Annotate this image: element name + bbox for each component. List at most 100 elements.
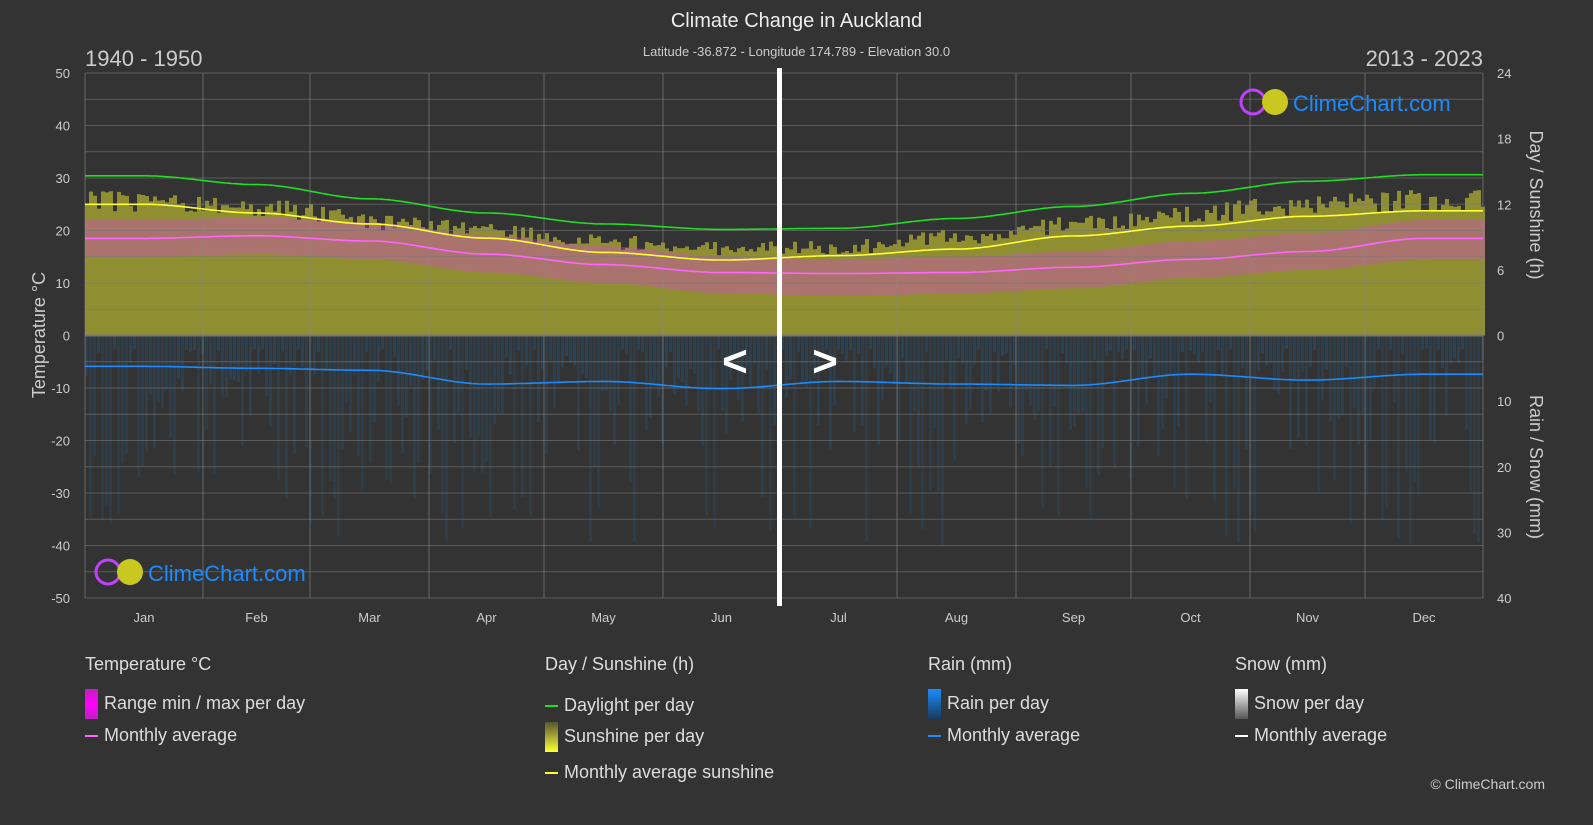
sunshine-bar xyxy=(585,243,589,336)
sunshine-bar xyxy=(293,205,297,336)
rain-bar xyxy=(1381,335,1384,521)
temp-range-bar xyxy=(1081,251,1085,289)
rain-bar xyxy=(901,335,904,358)
sunshine-bar xyxy=(621,249,625,336)
sunshine-bar xyxy=(673,246,677,336)
legend-title: Rain (mm) xyxy=(928,654,1012,674)
sunshine-bar xyxy=(1285,215,1289,336)
rain-bar xyxy=(169,335,172,438)
sunshine-bar xyxy=(1181,221,1185,336)
temp-range-bar xyxy=(697,255,701,293)
sunshine-bar xyxy=(689,249,693,336)
temp-range-bar xyxy=(941,256,945,294)
x-tick-sep: Sep xyxy=(1062,610,1085,625)
sunshine-bar xyxy=(237,207,241,336)
y-left-tick: -30 xyxy=(51,486,70,501)
rain-bar xyxy=(177,335,180,379)
sunshine-bar xyxy=(877,242,881,336)
rain-bar xyxy=(529,335,532,518)
temp-range-bar xyxy=(1137,245,1141,283)
sunshine-bar xyxy=(829,244,833,336)
rain-bar xyxy=(745,335,748,368)
sunshine-bar xyxy=(93,195,97,336)
rain-bar xyxy=(1229,335,1232,349)
sunshine-bar xyxy=(1445,199,1449,336)
temp-range-bar xyxy=(1357,228,1361,266)
sunshine-bar xyxy=(697,246,701,336)
y-right-top-tick: 24 xyxy=(1497,66,1511,81)
sunshine-bar xyxy=(1373,203,1377,336)
rain-bar xyxy=(949,335,952,390)
temp-range-bar xyxy=(933,257,937,294)
rain-bar xyxy=(713,335,716,528)
sunshine-bar xyxy=(657,245,661,336)
sunshine-bar xyxy=(441,220,445,336)
period-divider[interactable] xyxy=(777,68,782,606)
sunshine-bar xyxy=(685,246,689,336)
rain-bar xyxy=(1209,335,1212,403)
rain-bar xyxy=(1025,335,1028,392)
rain-bar xyxy=(509,335,512,375)
rain-bar xyxy=(285,335,288,499)
sunshine-bar xyxy=(949,238,953,336)
temp-range-bar xyxy=(817,259,821,296)
rain-bar xyxy=(233,335,236,380)
sunshine-bar xyxy=(169,197,173,336)
sunshine-bar xyxy=(725,246,729,336)
rain-bar xyxy=(401,335,404,454)
sunshine-bar xyxy=(977,243,981,336)
sunshine-bar xyxy=(177,204,181,336)
sunshine-bar xyxy=(225,205,229,336)
rain-bar xyxy=(677,335,680,379)
temp-range-bar xyxy=(1393,222,1397,262)
rain-bar xyxy=(601,335,604,392)
rain-bar xyxy=(629,335,632,483)
sunshine-bar xyxy=(1469,193,1473,336)
rain-bar xyxy=(1049,335,1052,466)
sunshine-bar xyxy=(933,236,937,336)
sunshine-bar xyxy=(597,236,601,336)
rain-bar xyxy=(1133,335,1136,352)
sunshine-avg-line xyxy=(85,203,1483,261)
temp-range-bar xyxy=(873,258,877,296)
logo-sun-icon xyxy=(117,559,143,585)
next-button[interactable]: > xyxy=(812,337,838,386)
prev-button[interactable]: < xyxy=(722,337,748,386)
sunshine-bar xyxy=(493,229,497,336)
rain-bar xyxy=(1461,335,1464,349)
sunshine-bar xyxy=(1369,198,1373,336)
sunshine-bar xyxy=(757,247,761,336)
temp-range-bar xyxy=(1133,246,1137,283)
sunshine-bar xyxy=(249,204,253,336)
rain-bar xyxy=(633,335,636,543)
rain-bar xyxy=(1125,335,1128,349)
temp-range-bar xyxy=(685,254,689,292)
sunshine-bar xyxy=(161,200,165,336)
sunshine-bar xyxy=(157,200,161,336)
sunshine-bar xyxy=(1261,214,1265,336)
sunshine-bar xyxy=(1157,211,1161,336)
sunshine-bar xyxy=(969,236,973,336)
temp-range-bar xyxy=(1377,224,1381,264)
sunshine-bar xyxy=(321,206,325,336)
sunshine-bar xyxy=(817,245,821,336)
legend-item: Daylight per day xyxy=(564,695,695,715)
sunshine-bar xyxy=(1145,216,1149,336)
rain-bar xyxy=(873,335,876,369)
rain-bar xyxy=(729,335,732,380)
rain-bar xyxy=(1073,335,1076,426)
rain-bar xyxy=(933,335,936,428)
temp-range-bar xyxy=(1029,253,1033,290)
y-right-top-tick: 18 xyxy=(1497,132,1511,147)
rain-bar xyxy=(329,335,332,481)
temp-range-bar xyxy=(825,259,829,297)
sunshine-bar xyxy=(1117,227,1121,336)
temp-range-bar xyxy=(1121,247,1125,285)
period-left: 1940 - 1950 xyxy=(85,46,203,71)
rain-bar xyxy=(273,335,276,365)
rain-bar xyxy=(1137,335,1140,447)
sunshine-bar xyxy=(1237,200,1241,336)
sunshine-bar xyxy=(453,225,457,336)
sunshine-bar xyxy=(221,205,225,336)
sunshine-bar xyxy=(185,211,189,336)
